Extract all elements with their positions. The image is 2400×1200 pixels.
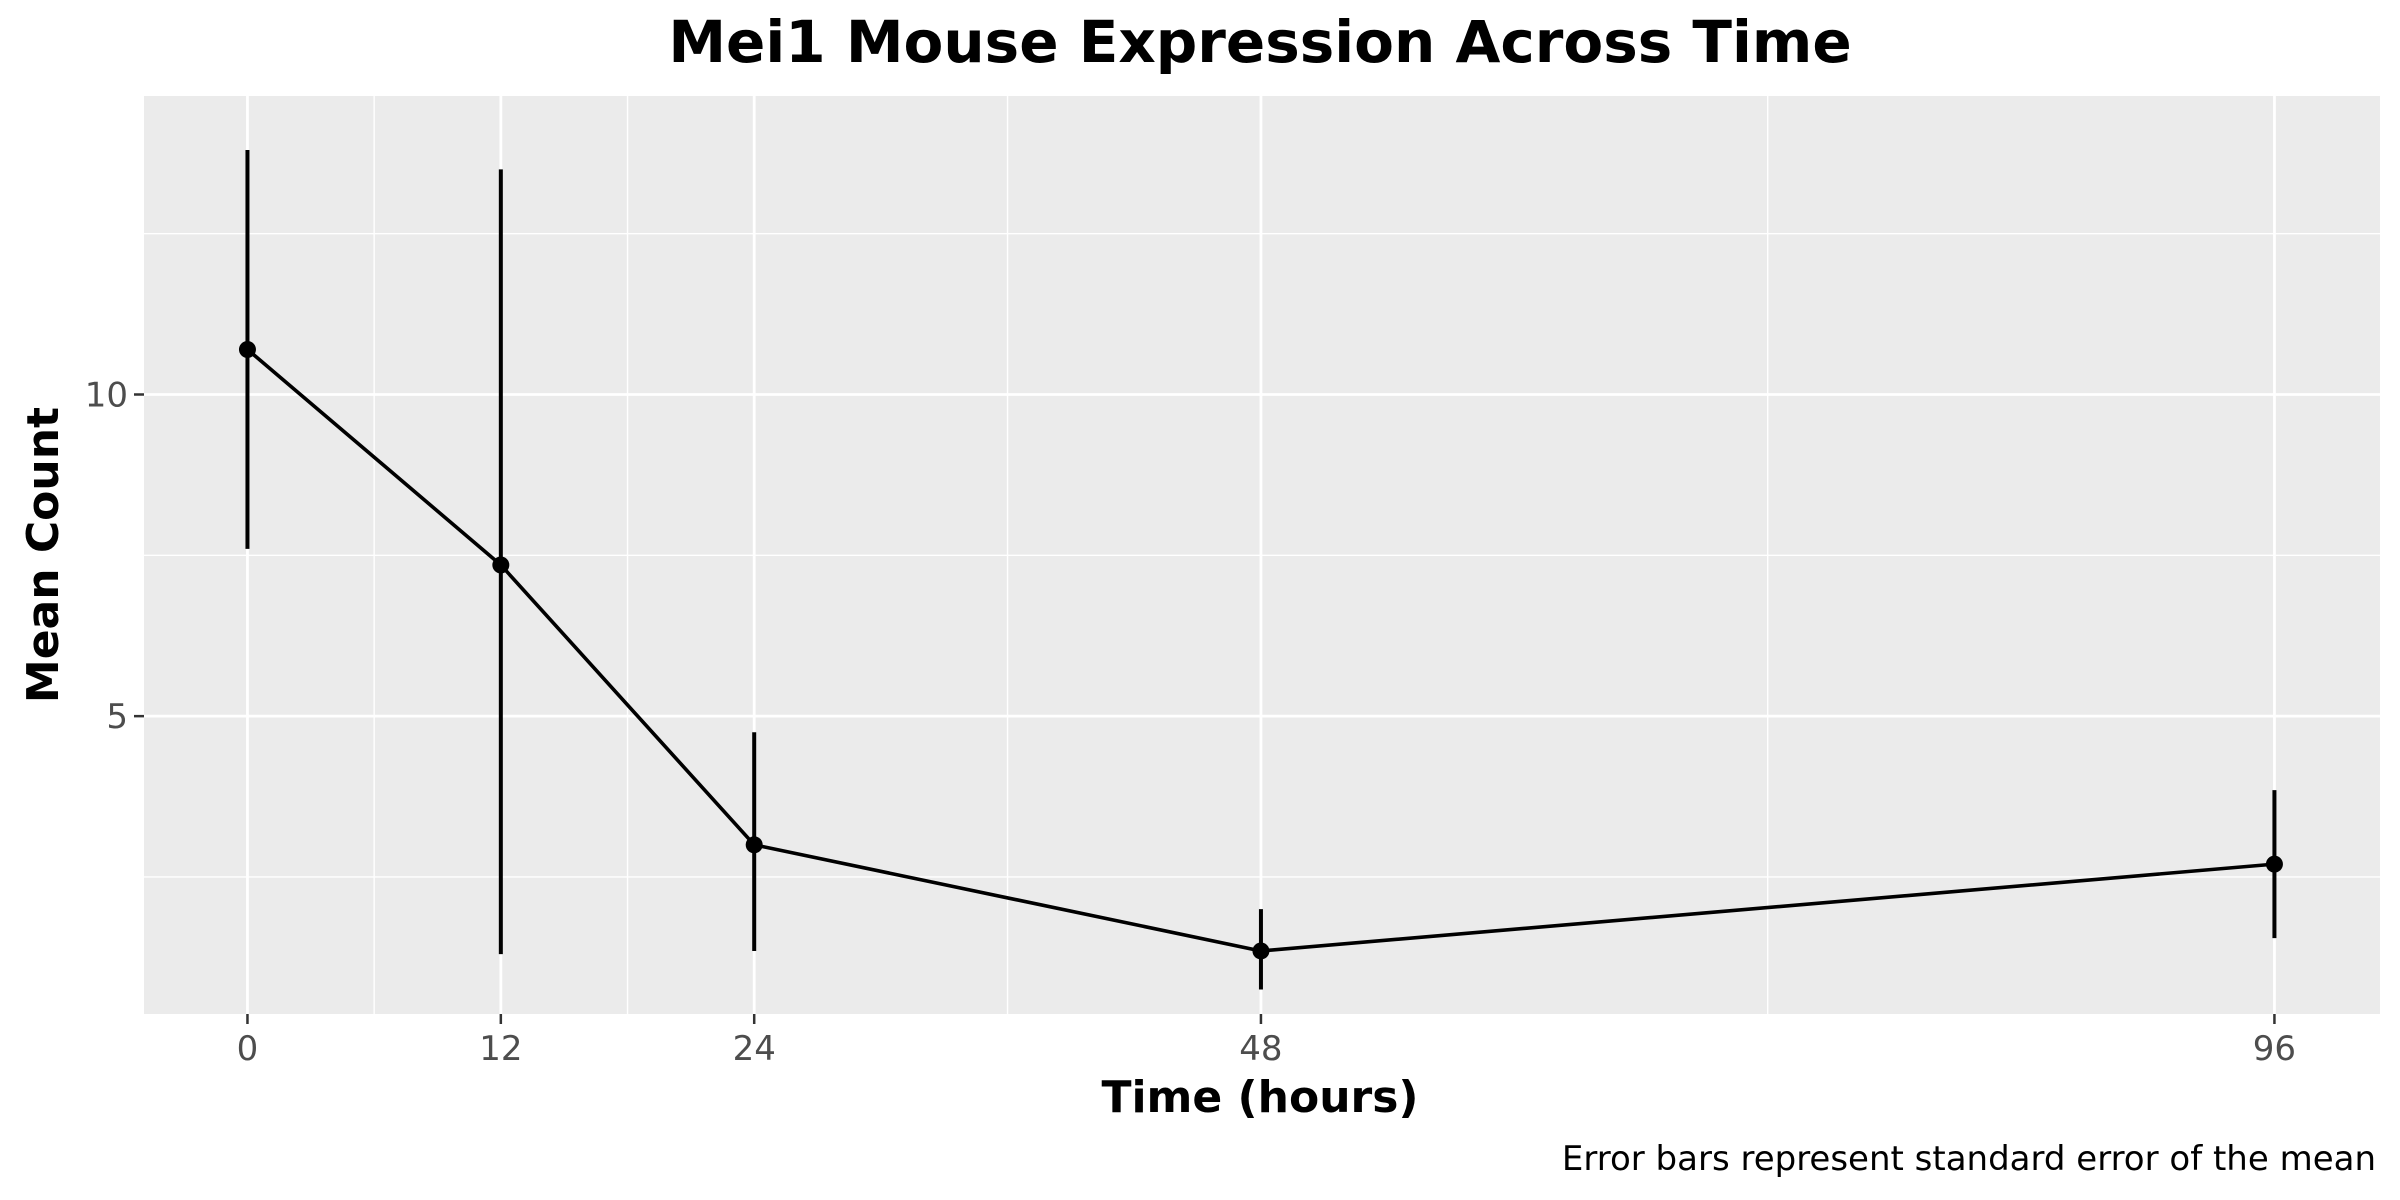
x-tick-label: 96: [2253, 1029, 2296, 1069]
data-point: [238, 340, 256, 358]
y-axis-title: Mean Count: [18, 407, 69, 703]
y-tick-label: 5: [106, 697, 128, 737]
y-tick-label: 10: [85, 375, 128, 415]
grid-major-y: [144, 393, 2380, 718]
chart-caption: Error bars represent standard error of t…: [1562, 1139, 2376, 1179]
x-tick-label: 0: [237, 1029, 259, 1069]
y-axis: 5 10: [85, 375, 144, 737]
data-point: [745, 836, 763, 854]
x-tick-label: 48: [1239, 1029, 1282, 1069]
x-axis: 0 12 24 48 96: [237, 1014, 2296, 1069]
x-tick-label: 12: [479, 1029, 522, 1069]
data-point: [492, 556, 510, 574]
data-point: [1252, 942, 1270, 960]
data-point: [2265, 855, 2283, 873]
x-axis-title: Time (hours): [1101, 1072, 1418, 1123]
x-tick-label: 24: [733, 1029, 776, 1069]
chart-title: Mei1 Mouse Expression Across Time: [668, 8, 1851, 76]
data-points: [238, 340, 2283, 960]
